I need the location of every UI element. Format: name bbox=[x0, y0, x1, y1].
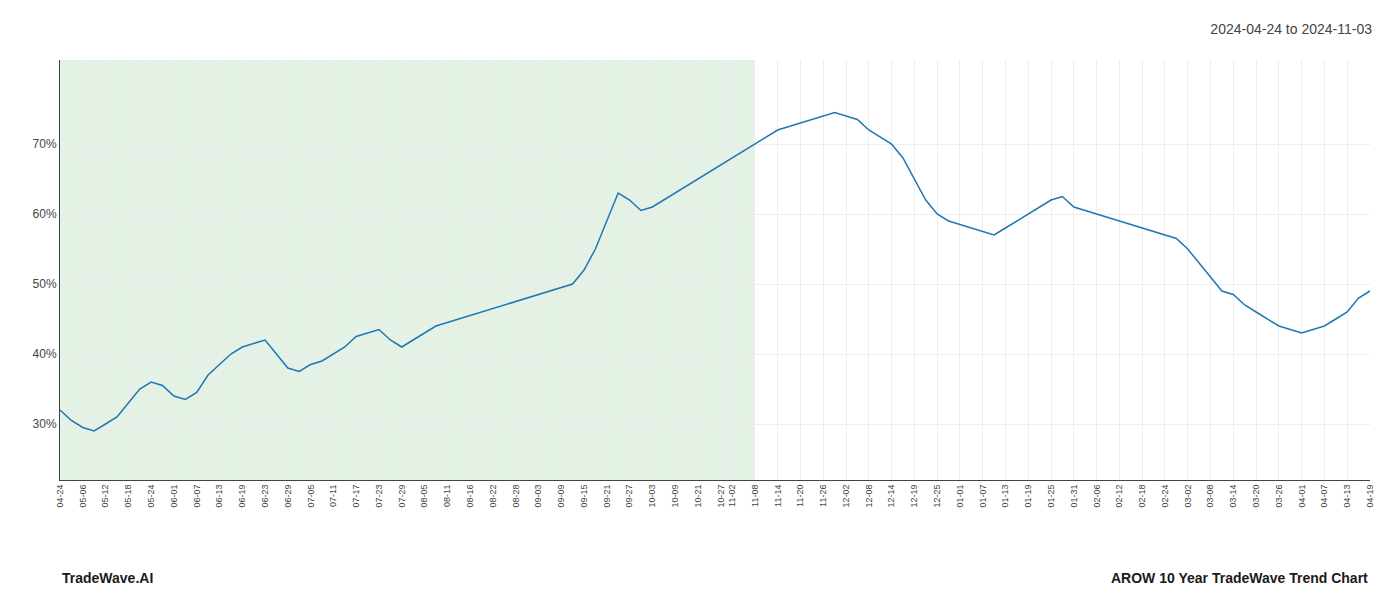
svg-text:04-01: 04-01 bbox=[1297, 485, 1307, 508]
svg-text:07-17: 07-17 bbox=[351, 485, 361, 508]
svg-text:03-26: 03-26 bbox=[1274, 485, 1284, 508]
svg-text:09-27: 09-27 bbox=[624, 485, 634, 508]
svg-text:01-31: 01-31 bbox=[1069, 485, 1079, 508]
svg-text:12-02: 12-02 bbox=[841, 485, 851, 508]
svg-text:2024-04-24 to 2024-11-03: 2024-04-24 to 2024-11-03 bbox=[1210, 21, 1372, 37]
svg-text:09-15: 09-15 bbox=[579, 485, 589, 508]
svg-text:30%: 30% bbox=[33, 417, 57, 431]
svg-text:03-14: 03-14 bbox=[1228, 485, 1238, 508]
svg-text:11-14: 11-14 bbox=[773, 485, 783, 507]
svg-text:70%: 70% bbox=[33, 137, 57, 151]
svg-text:12-19: 12-19 bbox=[909, 485, 919, 508]
svg-text:06-13: 06-13 bbox=[214, 485, 224, 508]
svg-text:04-19: 04-19 bbox=[1365, 485, 1375, 508]
svg-text:04-07: 04-07 bbox=[1319, 485, 1329, 508]
svg-text:11-08: 11-08 bbox=[750, 485, 760, 507]
svg-text:08-28: 08-28 bbox=[511, 485, 521, 508]
svg-text:07-23: 07-23 bbox=[374, 485, 384, 508]
svg-text:02-06: 02-06 bbox=[1092, 485, 1102, 508]
svg-text:50%: 50% bbox=[33, 277, 57, 291]
svg-text:04-13: 04-13 bbox=[1342, 485, 1352, 508]
svg-text:03-08: 03-08 bbox=[1205, 485, 1215, 508]
svg-text:07-29: 07-29 bbox=[397, 485, 407, 508]
svg-text:08-16: 08-16 bbox=[465, 485, 475, 508]
svg-text:08-11: 08-11 bbox=[442, 485, 452, 507]
svg-text:06-07: 06-07 bbox=[192, 485, 202, 508]
svg-text:10-03: 10-03 bbox=[647, 485, 657, 508]
svg-text:02-18: 02-18 bbox=[1137, 485, 1147, 508]
svg-text:09-21: 09-21 bbox=[602, 485, 612, 508]
svg-text:10-27: 10-27 bbox=[716, 485, 726, 508]
svg-text:02-12: 02-12 bbox=[1114, 485, 1124, 508]
svg-text:01-01: 01-01 bbox=[955, 485, 965, 508]
svg-text:12-14: 12-14 bbox=[886, 485, 896, 508]
svg-text:02-24: 02-24 bbox=[1160, 485, 1170, 508]
svg-text:07-11: 07-11 bbox=[328, 485, 338, 507]
svg-text:03-02: 03-02 bbox=[1183, 485, 1193, 508]
svg-text:06-01: 06-01 bbox=[169, 485, 179, 508]
svg-text:11-20: 11-20 bbox=[795, 485, 805, 507]
svg-text:05-06: 05-06 bbox=[78, 485, 88, 508]
svg-text:01-25: 01-25 bbox=[1046, 485, 1056, 508]
svg-text:04-24: 04-24 bbox=[55, 485, 65, 508]
svg-text:TradeWave.AI: TradeWave.AI bbox=[62, 570, 153, 586]
svg-text:10-21: 10-21 bbox=[693, 485, 703, 508]
svg-text:12-25: 12-25 bbox=[932, 485, 942, 508]
svg-text:10-09: 10-09 bbox=[670, 485, 680, 508]
svg-text:03-20: 03-20 bbox=[1251, 485, 1261, 508]
svg-text:40%: 40% bbox=[33, 347, 57, 361]
svg-text:06-23: 06-23 bbox=[260, 485, 270, 508]
svg-text:01-13: 01-13 bbox=[1000, 485, 1010, 508]
svg-text:08-05: 08-05 bbox=[419, 485, 429, 508]
svg-text:08-22: 08-22 bbox=[488, 485, 498, 508]
svg-text:09-09: 09-09 bbox=[556, 485, 566, 508]
svg-text:11-26: 11-26 bbox=[818, 485, 828, 507]
svg-text:01-07: 01-07 bbox=[978, 485, 988, 508]
svg-text:60%: 60% bbox=[33, 207, 57, 221]
svg-text:05-12: 05-12 bbox=[100, 485, 110, 508]
svg-text:05-24: 05-24 bbox=[146, 485, 156, 508]
svg-text:05-18: 05-18 bbox=[123, 485, 133, 508]
svg-text:07-05: 07-05 bbox=[306, 485, 316, 508]
svg-text:06-29: 06-29 bbox=[283, 485, 293, 508]
svg-text:09-03: 09-03 bbox=[533, 485, 543, 508]
svg-text:11-02: 11-02 bbox=[727, 485, 737, 507]
svg-text:01-19: 01-19 bbox=[1023, 485, 1033, 508]
svg-text:12-08: 12-08 bbox=[864, 485, 874, 508]
svg-text:AROW 10 Year TradeWave Trend C: AROW 10 Year TradeWave Trend Chart bbox=[1111, 570, 1368, 586]
svg-text:06-19: 06-19 bbox=[237, 485, 247, 508]
